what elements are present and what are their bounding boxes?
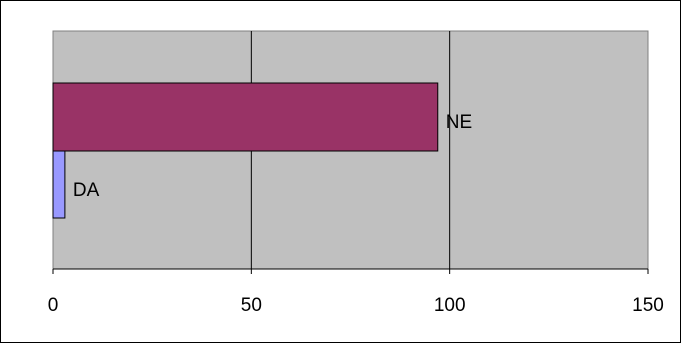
bar-label-da: DA	[73, 180, 100, 201]
bar-label-ne: NE	[446, 112, 472, 133]
x-axis-ticks	[52, 269, 649, 274]
x-tick-label: 0	[48, 295, 59, 316]
x-tick-label: 150	[632, 295, 664, 316]
x-tick-label: 100	[434, 295, 466, 316]
bars	[52, 82, 439, 219]
bar-labels: NE DA	[73, 112, 472, 201]
bar-ne	[52, 82, 439, 152]
x-tick-label: 50	[241, 295, 262, 316]
x-axis-tick-labels: 0 50 100 150	[48, 295, 664, 316]
bar-da	[52, 150, 66, 219]
